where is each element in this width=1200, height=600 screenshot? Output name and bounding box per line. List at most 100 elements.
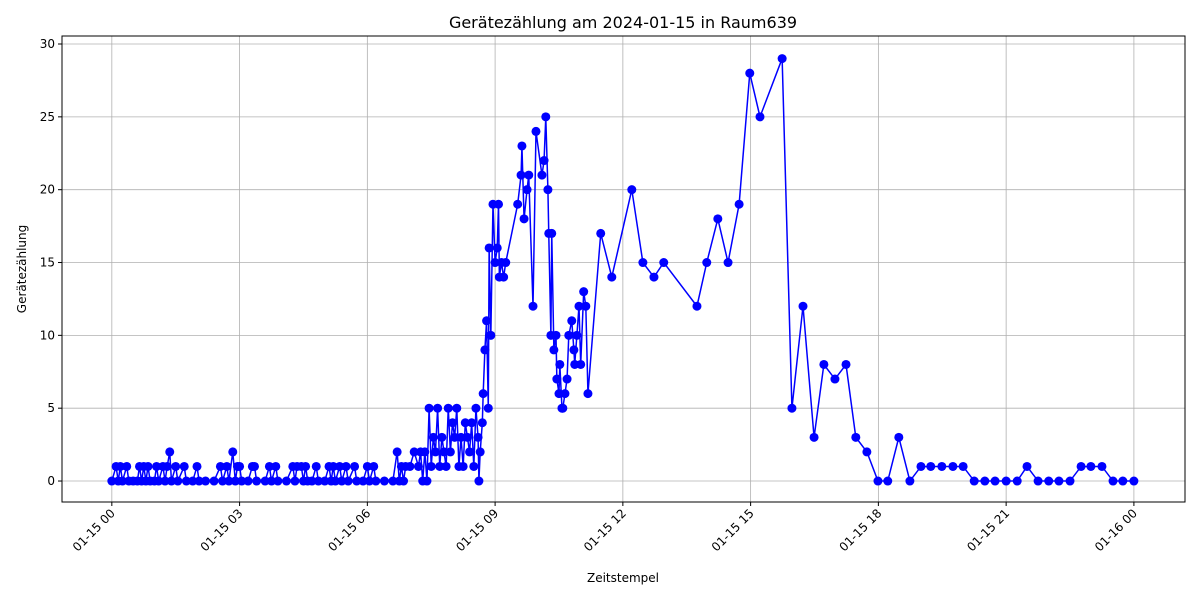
data-point: [552, 374, 562, 384]
data-point: [173, 476, 183, 486]
data-point: [433, 403, 443, 413]
chart-title: Gerätezählung am 2024-01-15 in Raum639: [449, 13, 797, 32]
data-point: [328, 461, 338, 471]
data-point: [723, 258, 733, 268]
data-point: [1118, 476, 1128, 486]
data-point: [443, 403, 453, 413]
data-point: [543, 185, 553, 195]
data-point: [1097, 461, 1107, 471]
data-point: [486, 330, 496, 340]
data-point: [873, 476, 883, 486]
data-point: [439, 447, 449, 457]
data-point: [937, 461, 947, 471]
data-point: [490, 258, 500, 268]
data-point: [341, 461, 351, 471]
data-point: [537, 170, 547, 180]
data-point: [547, 228, 557, 238]
data-point: [224, 476, 234, 486]
data-point: [522, 185, 532, 195]
data-point: [596, 228, 606, 238]
data-point: [362, 461, 372, 471]
y-tick-label: 10: [40, 328, 55, 342]
data-point: [117, 476, 127, 486]
y-axis-label: Gerätezählung: [15, 225, 29, 313]
data-point: [539, 156, 549, 166]
data-point: [883, 476, 893, 486]
data-point: [583, 389, 593, 399]
data-point: [290, 476, 300, 486]
data-point: [260, 476, 270, 486]
data-point: [107, 476, 117, 486]
data-point: [420, 447, 430, 457]
data-point: [659, 258, 669, 268]
data-point: [549, 345, 559, 355]
data-point: [320, 476, 330, 486]
data-point: [980, 476, 990, 486]
data-point: [452, 403, 462, 413]
data-point: [194, 476, 204, 486]
y-tick-label: 15: [40, 256, 55, 270]
data-point: [426, 461, 436, 471]
y-tick-label: 5: [47, 401, 55, 415]
data-point: [165, 447, 175, 457]
data-point: [445, 447, 455, 457]
data-point: [358, 476, 368, 486]
data-point: [649, 272, 659, 282]
data-point: [567, 316, 577, 326]
data-point: [473, 432, 483, 442]
data-point: [1022, 461, 1032, 471]
data-point: [228, 447, 238, 457]
data-point: [364, 476, 374, 486]
data-point: [458, 461, 468, 471]
data-point: [528, 301, 538, 311]
data-point: [215, 461, 225, 471]
data-point: [777, 54, 787, 64]
data-point: [422, 476, 432, 486]
data-point: [1054, 476, 1064, 486]
data-point: [862, 447, 872, 457]
data-point: [809, 432, 819, 442]
data-point: [450, 432, 460, 442]
data-point: [745, 68, 755, 78]
plot-frame: [61, 35, 1186, 503]
data-point: [243, 476, 253, 486]
data-point: [576, 359, 586, 369]
data-point: [235, 461, 245, 471]
data-point: [209, 476, 219, 486]
data-point: [480, 345, 490, 355]
data-point: [558, 403, 568, 413]
data-point: [916, 461, 926, 471]
data-point: [482, 316, 492, 326]
data-point: [494, 199, 504, 209]
data-point: [926, 461, 936, 471]
data-point: [969, 476, 979, 486]
data-point: [467, 418, 477, 428]
data-point: [460, 418, 470, 428]
data-point: [569, 345, 579, 355]
data-point: [787, 403, 797, 413]
data-point: [160, 476, 170, 486]
data-point: [798, 301, 808, 311]
data-point: [555, 359, 565, 369]
data-point: [516, 170, 526, 180]
data-point: [819, 359, 829, 369]
data-point: [271, 461, 281, 471]
data-point: [462, 432, 472, 442]
data-point: [1044, 476, 1054, 486]
data-point: [524, 170, 534, 180]
data-point: [531, 126, 541, 136]
data-point: [456, 432, 466, 442]
data-point: [894, 432, 904, 442]
data-point: [352, 476, 362, 486]
data-point: [1065, 476, 1075, 486]
data-point: [627, 185, 637, 195]
data-point: [579, 287, 589, 297]
data-point: [143, 461, 153, 471]
data-point: [990, 476, 1000, 486]
data-point: [273, 476, 283, 486]
data-point: [702, 258, 712, 268]
data-point: [179, 461, 189, 471]
data-point: [154, 476, 164, 486]
data-point: [560, 389, 570, 399]
y-tick-label: 20: [40, 183, 55, 197]
